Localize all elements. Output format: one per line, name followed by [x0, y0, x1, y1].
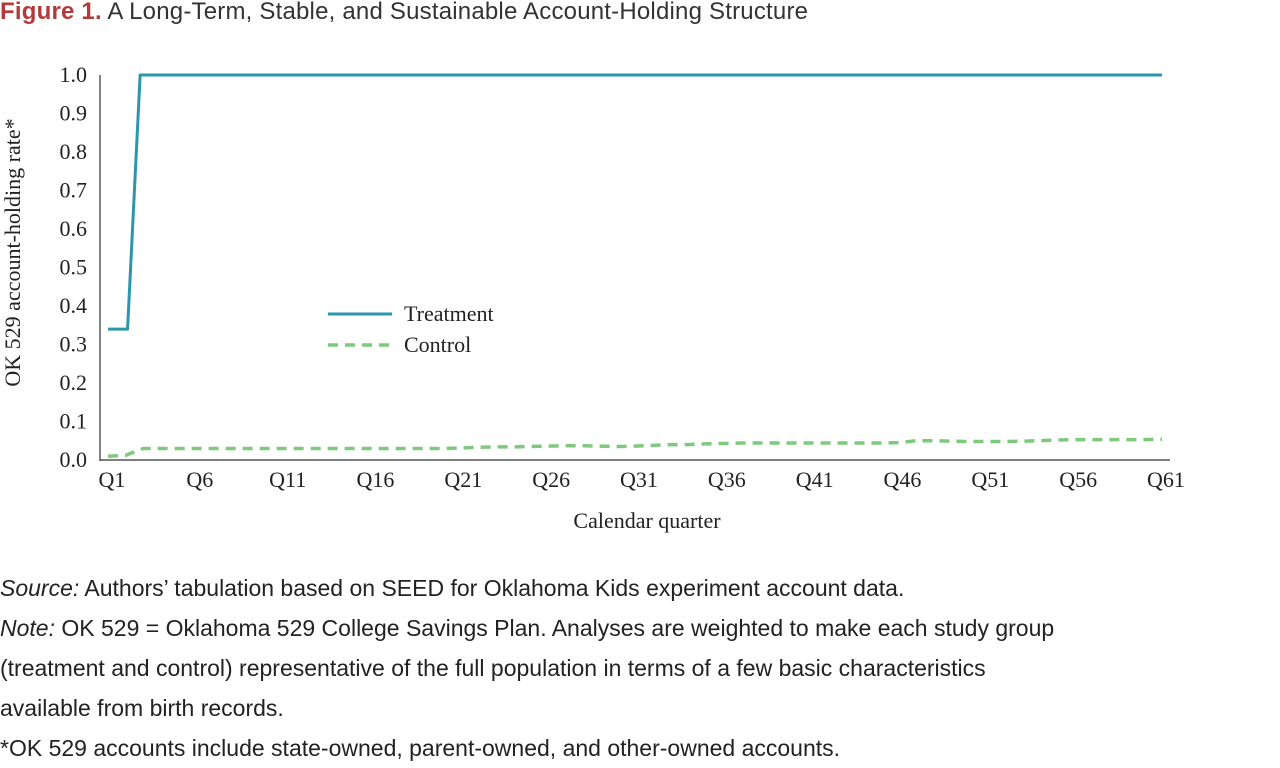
y-tick-label: 0.2	[60, 370, 88, 395]
x-tick-label: Q26	[532, 467, 570, 492]
figure-title-text: A Long-Term, Stable, and Sustainable Acc…	[107, 0, 809, 25]
x-tick-label: Q56	[1059, 467, 1097, 492]
y-tick-label: 0.0	[60, 447, 88, 472]
x-tick-label: Q46	[884, 467, 922, 492]
y-tick-label: 0.7	[60, 178, 88, 203]
note-label: Note:	[0, 615, 55, 641]
figure-notes: Source: Authors’ tabulation based on SEE…	[0, 568, 1280, 768]
y-tick-label: 0.4	[60, 293, 88, 318]
x-tick-label: Q11	[269, 467, 306, 492]
y-tick-label: 0.6	[60, 216, 88, 241]
legend-label-control: Control	[404, 332, 471, 357]
x-tick-label: Q16	[357, 467, 395, 492]
y-tick-label: 0.3	[60, 332, 88, 357]
note-line-2: (treatment and control) representative o…	[0, 655, 986, 681]
note-line-3: available from birth records.	[0, 695, 284, 721]
legend-label-treatment: Treatment	[404, 301, 494, 326]
y-axis-title: OK 529 account-holding rate*	[0, 118, 25, 386]
source-line: Source: Authors’ tabulation based on SEE…	[0, 568, 1280, 608]
x-tick-label: Q6	[186, 467, 213, 492]
y-tick-label: 0.9	[60, 101, 88, 126]
note-line-1: Note: OK 529 = Oklahoma 529 College Savi…	[0, 608, 1280, 648]
x-tick-label: Q21	[444, 467, 482, 492]
series-line-treatment	[108, 73, 1162, 331]
footnote: *OK 529 accounts include state-owned, pa…	[0, 735, 841, 761]
y-tick-label: 0.8	[60, 139, 88, 164]
figure-title: Figure 1. A Long-Term, Stable, and Susta…	[0, 0, 808, 26]
y-tick-label: 1.0	[60, 62, 88, 87]
line-chart: 0.0 0.1 0.2 0.3 0.4 0.5 0.6 0.7 0.8 0.9 1.0 Q1 Q6 Q11…	[0, 62, 1185, 533]
x-tick-label: Q41	[796, 467, 834, 492]
x-tick-label: Q1	[99, 467, 126, 492]
note-text-1: OK 529 = Oklahoma 529 College Savings Pl…	[54, 615, 1055, 641]
y-tick-label: 0.5	[60, 255, 88, 280]
y-tick-label: 0.1	[60, 409, 88, 434]
series-line-control	[107, 437, 1163, 458]
x-tick-label: Q31	[620, 467, 658, 492]
source-text: Authors’ tabulation based on SEED for Ok…	[79, 575, 905, 601]
x-tick-label: Q36	[708, 467, 746, 492]
x-tick-label: Q51	[971, 467, 1009, 492]
source-label: Source:	[0, 575, 80, 601]
figure-label: Figure 1.	[0, 0, 102, 25]
x-axis-title: Calendar quarter	[573, 508, 721, 533]
x-tick-label: Q61	[1147, 467, 1185, 492]
